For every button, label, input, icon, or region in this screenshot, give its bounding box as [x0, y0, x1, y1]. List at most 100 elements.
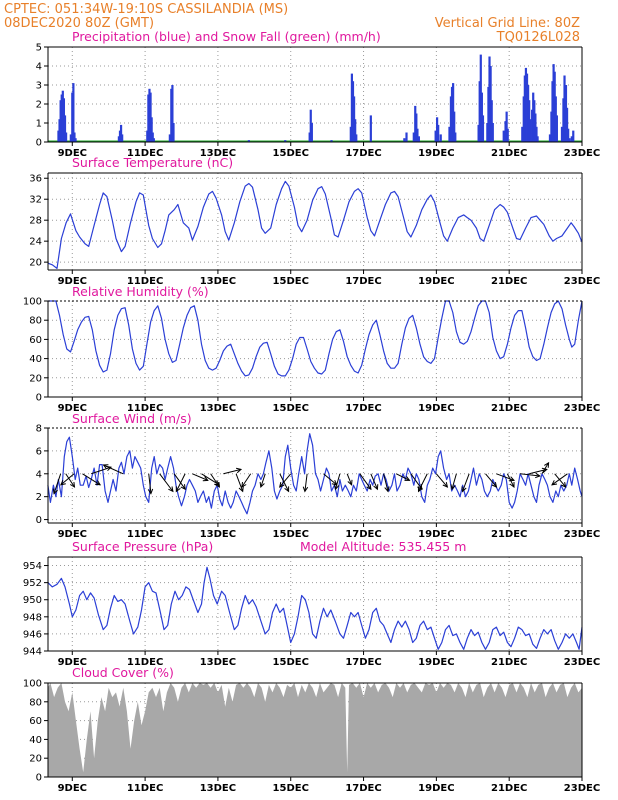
pressure-ytick-label-0: 944	[23, 647, 42, 658]
pressure-xtick-label-1: 11DEC	[127, 657, 163, 668]
temperature-line	[47, 180, 583, 269]
wind-ytick-label-3: 6	[36, 446, 42, 457]
precip-bar-38	[354, 119, 357, 142]
wind-vector-shaft	[304, 473, 308, 492]
precip-bar-42	[405, 132, 408, 142]
wind-vector-26	[396, 473, 411, 481]
precip-bar-40	[369, 115, 372, 142]
wind-vector-head	[491, 481, 498, 488]
wind-vector-23	[359, 473, 372, 491]
wind-series	[47, 433, 583, 515]
temperature-panel-title: Surface Temperature (nC)	[72, 155, 233, 170]
wind-vector-3	[82, 473, 102, 486]
wind-vector-head	[52, 488, 58, 495]
temperature-xtick-label-4: 17DEC	[345, 276, 381, 287]
wind-vector-head	[544, 461, 550, 468]
wind-vector-head	[69, 481, 76, 488]
wind-vector-2	[60, 473, 75, 486]
header-run-date: 08DEC2020 80Z (GMT)	[4, 16, 154, 31]
precip-bar-56	[453, 111, 456, 142]
precip-bar-102	[572, 130, 575, 142]
wind-vector-33	[496, 473, 516, 482]
wind-vector-0	[52, 473, 62, 495]
precipitation-panel: Precipitation (blue) and Snow Fall (gree…	[36, 29, 601, 159]
wind-vector-shaft	[462, 473, 470, 492]
precip-bar-47	[417, 136, 420, 142]
wind-vector-head	[241, 481, 247, 488]
precip-series	[48, 54, 582, 143]
precip-xtick-label-4: 17DEC	[345, 148, 381, 159]
wind-vector-shaft	[410, 473, 423, 490]
precip-bar-26	[171, 85, 174, 142]
pressure-ytick-label-4: 952	[23, 578, 42, 589]
precip-bar-101	[570, 136, 573, 142]
wind-ytick-label-2: 4	[36, 469, 42, 480]
humidity-xtick-label-2: 13DEC	[200, 403, 236, 414]
pressure-ytick-label-3: 950	[23, 595, 42, 606]
cloud-xtick-label-4: 17DEC	[345, 783, 381, 794]
temperature-ytick-label-4: 36	[29, 174, 42, 185]
temperature-ytick-label-0: 20	[29, 258, 42, 269]
precip-bar-94	[560, 126, 564, 142]
wind-vector-head	[102, 464, 109, 470]
humidity-line	[47, 300, 583, 377]
wind-vector-shaft	[370, 473, 378, 490]
humidity-xtick-label-5: 19DEC	[418, 403, 454, 414]
wind-vector-head	[60, 480, 66, 486]
wind-vector-28	[417, 473, 428, 493]
wind-vector-head	[461, 486, 467, 493]
precip-bar-22	[151, 132, 154, 142]
cloud-xtick-label-6: 21DEC	[491, 783, 527, 794]
humidity-ytick-label-3: 60	[29, 335, 42, 346]
precip-bar-28	[247, 140, 250, 142]
precip-bar-48	[434, 130, 437, 142]
wind-vector-head	[95, 480, 102, 486]
wind-panel-title: Surface Wind (m/s)	[72, 411, 192, 426]
precip-ytick-label-1: 1	[36, 119, 42, 130]
wind-ytick-label-1: 2	[36, 492, 42, 503]
wind-vector-12	[210, 473, 220, 488]
wind-vector-shaft	[175, 473, 186, 492]
humidity-ytick-label-2: 40	[29, 354, 42, 365]
wind-vector-shaft	[541, 462, 549, 475]
wind-vector-head	[560, 481, 567, 488]
humidity-ytick-label-5: 100	[23, 297, 42, 308]
humidity-xtick-label-3: 15DEC	[273, 403, 309, 414]
wind-vector-39	[551, 473, 568, 486]
precip-xtick-label-0: 9DEC	[58, 148, 87, 159]
precip-ytick-label-4: 4	[36, 62, 42, 73]
temperature-ytick-label-1: 24	[29, 237, 42, 248]
precip-ytick-label-2: 2	[36, 100, 42, 111]
wind-vector-head	[442, 481, 449, 488]
wind-vector-head	[509, 482, 515, 488]
wind-vector-head	[417, 486, 423, 493]
precip-bar-24	[168, 134, 171, 142]
wind-xtick-label-5: 19DEC	[418, 529, 454, 540]
wind-vector-head	[302, 486, 309, 493]
precip-bar-57	[454, 132, 457, 142]
wind-vector-shaft	[485, 473, 497, 488]
wind-vector-shaft	[520, 473, 540, 477]
wind-vector-shaft	[554, 473, 567, 488]
cloud-cover-panel: Cloud Cover (%) 0 20 40 60 80 100 9DEC 11DEC 13D…	[23, 665, 600, 794]
temperature-xtick-label-3: 15DEC	[273, 276, 309, 287]
wind-vector-head	[278, 481, 285, 488]
wind-vector-shaft	[551, 473, 568, 486]
precip-bar-50	[437, 124, 440, 142]
humidity-xtick-label-6: 21DEC	[491, 403, 527, 414]
precip-bar-85	[535, 126, 538, 142]
wind-vector-shaft	[103, 464, 124, 475]
humidity-xtick-label-1: 11DEC	[127, 403, 163, 414]
pressure-ytick-label-2: 948	[23, 612, 42, 623]
wind-vector-head	[147, 488, 154, 495]
wind-vector-25	[383, 473, 390, 493]
wind-vector-15	[241, 473, 252, 488]
wind-vector-29	[435, 473, 449, 488]
precip-bar-67	[490, 100, 493, 142]
precip-bar-62	[481, 115, 485, 142]
wind-vector-shaft	[60, 473, 75, 486]
precip-xtick-label-1: 11DEC	[127, 148, 163, 159]
temperature-xtick-label-2: 13DEC	[200, 276, 236, 287]
header-model-code: TQ0126L028	[496, 30, 580, 45]
